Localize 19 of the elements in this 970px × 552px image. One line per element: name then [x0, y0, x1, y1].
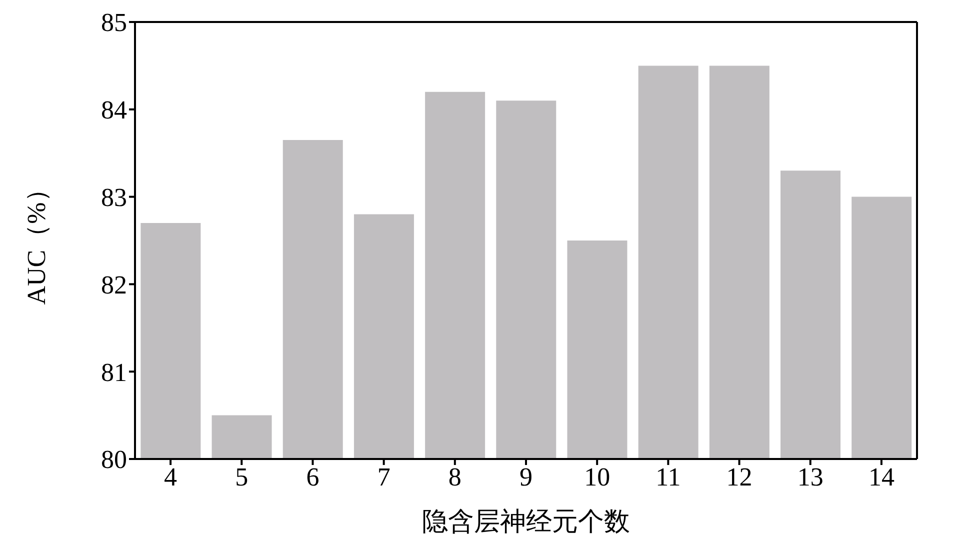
x-tick-label: 9 — [520, 462, 532, 492]
x-tick-label: 4 — [164, 462, 178, 492]
y-tick-label: 83 — [101, 183, 127, 212]
x-tick-label: 11 — [656, 462, 681, 492]
x-tick-label: 13 — [797, 462, 824, 492]
x-tick-label: 10 — [584, 462, 610, 492]
x-axis-title: 隐含层神经元个数 — [422, 507, 630, 536]
y-tick-label: 85 — [101, 8, 127, 38]
x-tick-label: 7 — [377, 462, 390, 492]
y-axis-title: AUC（%） — [22, 176, 52, 305]
y-tick-label: 84 — [101, 96, 127, 125]
y-tick-label: 82 — [101, 270, 127, 300]
y-tick-label: 80 — [101, 445, 127, 474]
x-tick-label: 12 — [726, 462, 752, 492]
y-tick-label: 81 — [101, 358, 127, 387]
x-tick-label: 5 — [235, 462, 248, 492]
x-tick-label: 14 — [868, 462, 894, 492]
x-tick-label: 6 — [306, 462, 320, 492]
x-tick-label: 8 — [448, 462, 462, 492]
